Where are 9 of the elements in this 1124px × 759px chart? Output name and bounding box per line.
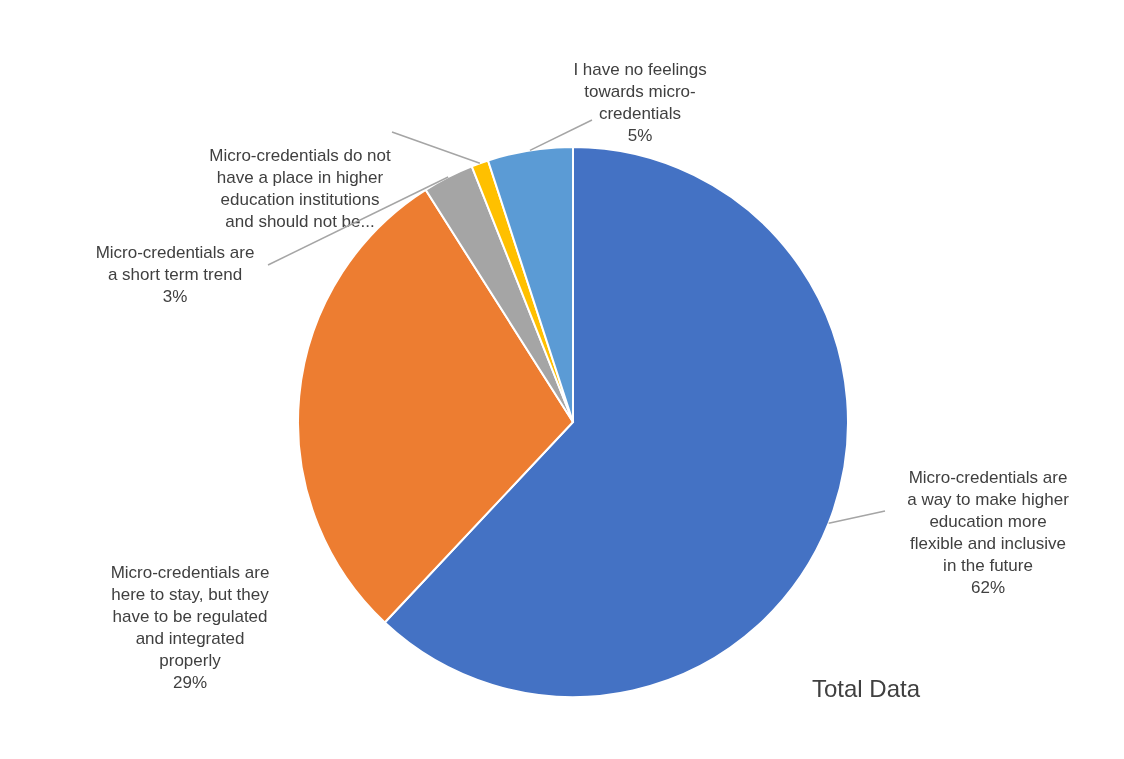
data-label: 62% bbox=[970, 578, 1006, 597]
text: Total Data bbox=[812, 675, 921, 702]
data-label: 29% bbox=[172, 673, 208, 692]
data-label: 3% bbox=[162, 287, 188, 306]
slice-label: Micro-credentials are a short term trend bbox=[95, 243, 255, 284]
slice-label: I have no feelings towards micro-credentials bbox=[573, 60, 707, 123]
slice-label: Micro-credentials are here to stay, but they have to be regulated and integrated properly bbox=[110, 563, 270, 670]
slice-label: Micro-credentials are a way to make higher education more flexible and inclusive in the future bbox=[907, 468, 1070, 575]
data-label: 5% bbox=[627, 126, 653, 145]
